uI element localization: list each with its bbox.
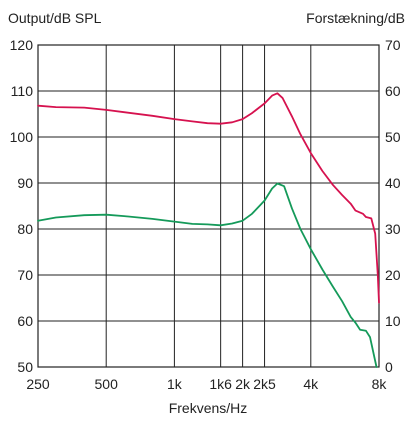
left-tick-labels: 50 60 70 80 90 100 110 120 [10,37,34,375]
series-line-1 [37,92,380,304]
x-tick-label: 2k [235,376,251,392]
right-tick-label: 20 [385,267,401,283]
right-tick-label: 60 [385,83,401,99]
left-tick-label: 60 [17,313,33,329]
right-tick-label: 30 [385,221,401,237]
right-tick-labels: 0 10 20 30 40 50 60 70 [385,37,401,375]
x-tick-label: 2k5 [253,376,276,392]
x-tick-labels: 250 500 1k 1k6 2k 2k5 4k 8k [26,376,387,392]
left-tick-label: 120 [10,37,34,53]
right-tick-label: 50 [385,129,401,145]
x-tick-label: 4k [303,376,319,392]
right-tick-label: 10 [385,313,401,329]
grid-lines [38,45,379,367]
right-tick-label: 40 [385,175,401,191]
x-tick-label: 8k [372,376,388,392]
series-layer [37,92,380,368]
left-tick-label: 70 [17,267,33,283]
x-axis-title: Frekvens/Hz [169,400,248,416]
left-tick-label: 110 [11,83,34,99]
right-tick-label: 70 [385,37,401,53]
left-tick-label: 80 [17,221,33,237]
x-tick-label: 500 [95,376,119,392]
x-tick-label: 250 [26,376,50,392]
x-tick-label: 1k [167,376,183,392]
series-line-2 [37,182,378,368]
plot-frame [37,44,380,368]
x-tick-label: 1k6 [209,376,232,392]
right-tick-label: 0 [385,359,393,375]
left-tick-label: 90 [17,175,33,191]
left-axis-title: Output/dB SPL [8,10,102,26]
left-tick-label: 50 [17,359,33,375]
left-tick-label: 100 [10,129,34,145]
right-axis-title: Forstækning/dB [306,10,405,26]
